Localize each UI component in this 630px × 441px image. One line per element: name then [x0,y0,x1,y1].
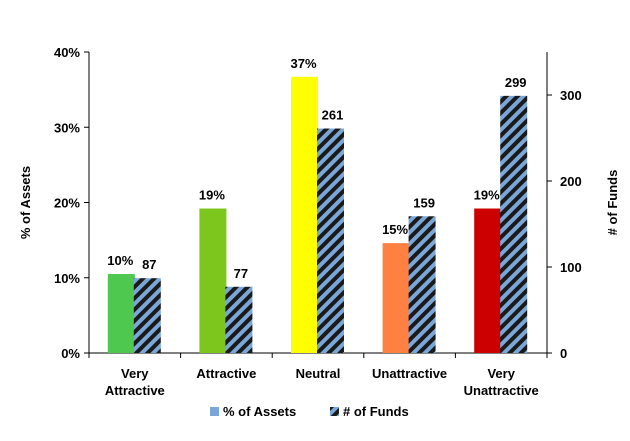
bar-pct-assets [291,76,318,354]
bar-num-funds [225,286,253,353]
y-tick-label-right: 0 [560,346,567,361]
y-tick-label-right: 100 [560,260,582,275]
x-category-label: Very [487,366,515,381]
x-category-label: Unattractive [464,383,539,398]
bar-pct-assets [199,208,227,353]
data-label-pct-assets: 10% [107,253,133,268]
data-label-pct-assets: 15% [382,222,408,237]
data-label-num-funds: 87 [142,257,156,272]
y-axis-title-left: % of Assets [18,166,33,239]
data-label-num-funds: 299 [505,75,527,90]
x-category-label: Very [121,366,149,381]
y-tick-label-right: 200 [560,174,582,189]
bar-num-funds [500,95,528,354]
bar-pct-assets [474,208,502,353]
y-tick-label-right: 300 [560,88,582,103]
data-label-pct-assets: 19% [199,188,225,203]
y-axis-title-right: # of Funds [605,170,620,236]
legend-label-pct-assets: % of Assets [223,404,296,419]
y-tick-label-left: 30% [54,120,80,135]
y-tick-label-left: 0% [61,346,80,361]
bar-num-funds [408,216,436,353]
data-label-num-funds: 77 [234,266,248,281]
bar-pct-assets [107,273,135,353]
legend-swatch-num-funds [330,407,339,416]
legend-label-num-funds: # of Funds [343,404,409,419]
y-tick-label-left: 40% [54,45,80,60]
bar-num-funds [317,128,344,353]
data-label-pct-assets: 19% [474,188,500,203]
legend-swatch-pct-assets [210,407,219,416]
data-label-pct-assets: 37% [290,56,316,71]
bar-pct-assets [382,243,410,353]
y-tick-label-left: 20% [54,196,80,211]
data-label-num-funds: 261 [322,108,344,123]
x-category-label: Unattractive [372,366,447,381]
x-category-label: Neutral [296,366,341,381]
x-category-label: Attractive [105,383,165,398]
data-label-num-funds: 159 [413,195,435,210]
y-tick-label-left: 10% [54,271,80,286]
bar-num-funds [133,278,161,353]
x-category-label: Attractive [196,366,256,381]
